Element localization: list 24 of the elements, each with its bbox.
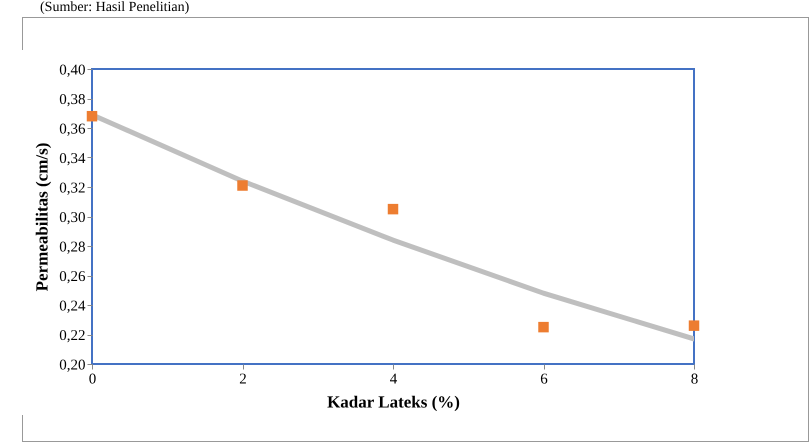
x-tick-label: 0 <box>88 372 96 388</box>
text: (Sumber: Hasil Penelitian) <box>40 0 190 16</box>
y-tick-label: 0,22 <box>59 328 86 344</box>
point <box>86 110 98 122</box>
x-tick-label: 4 <box>390 372 398 388</box>
point <box>388 204 398 214</box>
y-tick-label: 0,24 <box>59 298 86 314</box>
y-axis-title: Permeabilitas (cm/s) <box>32 142 52 292</box>
y-tick-label: 0,38 <box>59 92 86 108</box>
y-tick-label: 0,28 <box>59 240 86 256</box>
y-tick-label: 0,32 <box>59 180 86 196</box>
y-tick-label: 0,40 <box>59 62 86 78</box>
point <box>237 180 248 191</box>
x-tick-label: 2 <box>239 372 247 388</box>
y-tick-label: 0,34 <box>59 151 86 167</box>
y-tick-label: 0,20 <box>59 358 86 374</box>
x-axis-title: Kadar Lateks (%) <box>327 392 460 412</box>
y-tick-label: 0,36 <box>59 122 86 138</box>
x-tick-label: 8 <box>690 372 698 388</box>
x-tick-label: 6 <box>540 372 548 388</box>
y-tick-label: 0,26 <box>59 269 86 285</box>
point <box>538 322 549 332</box>
y-tick-label: 0,30 <box>59 210 86 226</box>
point <box>688 320 700 331</box>
